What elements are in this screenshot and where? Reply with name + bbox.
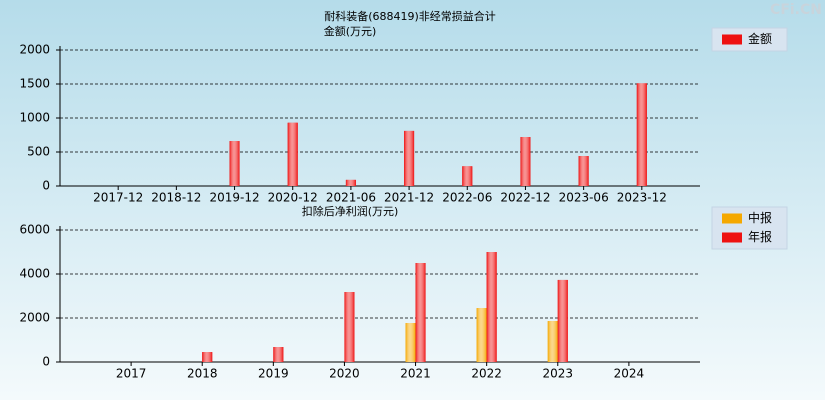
legend-swatch: [722, 232, 742, 243]
bar: [520, 137, 531, 186]
y-tick-label: 500: [27, 145, 50, 159]
y-tick-label: 1000: [19, 111, 50, 125]
y-tick-label: 1500: [19, 77, 50, 91]
x-tick-label: 2018-12: [151, 191, 201, 205]
x-tick-label: 2017-12: [93, 191, 143, 205]
x-tick-label: 2023-06: [559, 191, 609, 205]
legend: [711, 27, 788, 52]
x-tick-label: 2023-12: [617, 191, 667, 205]
bar: [415, 263, 426, 362]
y-tick-label: 2000: [19, 43, 50, 57]
x-tick-label: 2017: [116, 367, 147, 381]
x-tick-label: 2018: [187, 367, 218, 381]
watermark: CFi.CN: [770, 2, 822, 18]
bar: [636, 83, 647, 186]
legend-swatch: [722, 213, 742, 224]
x-tick-label: 2021: [400, 367, 431, 381]
x-tick-label: 2021-06: [326, 191, 376, 205]
bar: [345, 179, 356, 186]
bar: [344, 292, 355, 362]
x-tick-label: 2021-12: [384, 191, 434, 205]
bar: [405, 323, 416, 362]
bar: [557, 279, 568, 362]
bar: [462, 166, 473, 186]
bar: [273, 347, 284, 362]
bar: [547, 321, 558, 362]
y-tick-label: 4000: [19, 267, 50, 281]
bar: [486, 252, 497, 362]
bar: [476, 308, 487, 362]
bar: [229, 141, 240, 186]
y-tick-label: 0: [42, 355, 50, 369]
y-tick-label: 6000: [19, 223, 50, 237]
x-tick-label: 2022-06: [442, 191, 492, 205]
x-tick-label: 2022: [471, 367, 502, 381]
chart-title: 扣除后净利润(万元): [302, 204, 399, 218]
y-tick-label: 0: [42, 179, 50, 193]
x-tick-label: 2019-12: [209, 191, 259, 205]
bar: [287, 122, 298, 186]
bar: [202, 352, 213, 362]
legend-label: 年报: [748, 229, 772, 244]
legend-label: 中报: [748, 210, 772, 225]
chart-title: 耐科装备(688419)非经常损益合计: [324, 9, 496, 23]
chart-subtitle: 金额(万元): [324, 24, 377, 38]
x-tick-label: 2019: [258, 367, 289, 381]
y-tick-label: 2000: [19, 311, 50, 325]
x-tick-label: 2023: [543, 367, 574, 381]
bar: [578, 156, 589, 186]
legend-swatch: [722, 34, 742, 45]
legend-label: 金额: [748, 31, 772, 46]
bar: [404, 130, 415, 186]
x-tick-label: 2020: [329, 367, 360, 381]
x-tick-label: 2020-12: [268, 191, 318, 205]
x-tick-label: 2024: [614, 367, 645, 381]
x-tick-label: 2022-12: [500, 191, 550, 205]
